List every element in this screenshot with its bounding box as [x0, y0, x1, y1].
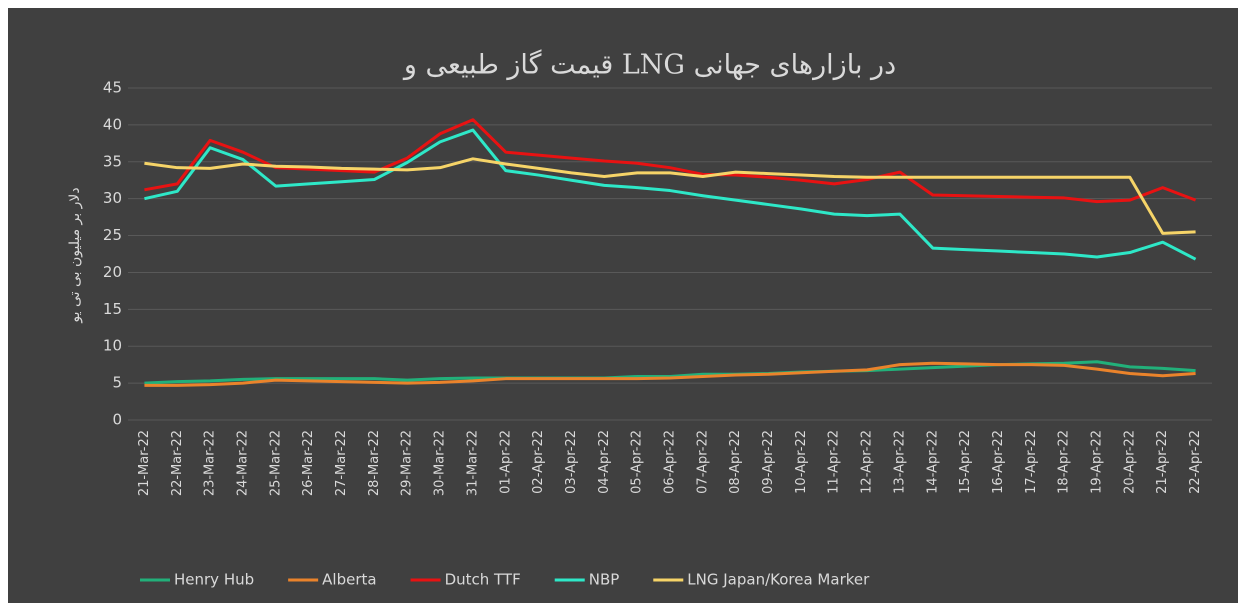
x-tick-label: 04-Apr-22	[597, 430, 612, 494]
chart-background	[8, 8, 1238, 603]
y-tick-label: 30	[103, 189, 122, 207]
series-line	[144, 157, 1196, 235]
x-tick-label: 24-Mar-22	[235, 430, 250, 496]
x-tick-label: 26-Mar-22	[301, 430, 316, 496]
x-tick-label: 15-Apr-22	[958, 430, 973, 494]
y-tick-label: 25	[103, 226, 122, 244]
series-line	[144, 361, 1196, 387]
y-axis-label: دلار بر میلیون بی تی یو	[67, 187, 83, 323]
y-tick-label: 5	[112, 374, 122, 392]
x-tick-label: 05-Apr-22	[630, 430, 645, 494]
x-tick-label: 21-Apr-22	[1155, 430, 1170, 494]
x-tick-label: 06-Apr-22	[663, 430, 678, 494]
x-tick-label: 02-Apr-22	[531, 430, 546, 494]
x-tick-label: 19-Apr-22	[1090, 430, 1105, 494]
x-tick-label: 21-Mar-22	[137, 430, 152, 496]
legend-label: Henry Hub	[174, 571, 254, 589]
x-tick-label: 22-Apr-22	[1188, 430, 1203, 494]
y-tick-label: 45	[103, 79, 122, 97]
x-tick-label: 17-Apr-22	[1024, 430, 1039, 494]
x-tick-label: 07-Apr-22	[695, 430, 710, 494]
x-tick-label: 10-Apr-22	[794, 430, 809, 494]
x-tick-label: 27-Mar-22	[334, 430, 349, 496]
x-tick-label: 18-Apr-22	[1057, 430, 1072, 494]
series-line	[144, 128, 1197, 261]
x-tick-label: 29-Mar-22	[400, 430, 415, 496]
x-tick-label: 30-Mar-22	[433, 430, 448, 496]
y-tick-label: 15	[103, 300, 122, 318]
y-tick-label: 10	[103, 337, 122, 355]
x-tick-label: 09-Apr-22	[761, 430, 776, 494]
x-tick-label: 01-Apr-22	[498, 430, 513, 494]
y-tick-label: 40	[103, 115, 122, 133]
x-tick-label: 22-Mar-22	[170, 430, 185, 496]
legend-label: Alberta	[322, 571, 376, 589]
x-tick-label: 11-Apr-22	[827, 430, 842, 494]
x-tick-label: 25-Mar-22	[268, 430, 283, 496]
x-tick-label: 03-Apr-22	[564, 430, 579, 494]
x-tick-label: 12-Apr-22	[860, 430, 875, 494]
y-tick-label: 0	[112, 411, 122, 429]
legend-label: LNG Japan/Korea Marker	[687, 571, 870, 589]
x-tick-label: 28-Mar-22	[367, 430, 382, 496]
legend-label: NBP	[589, 571, 620, 589]
x-tick-label: 31-Mar-22	[465, 430, 480, 496]
x-tick-label: 16-Apr-22	[991, 430, 1006, 494]
x-tick-label: 23-Mar-22	[203, 430, 218, 496]
chart-title: قیمت گاز طبیعی و LNG در بازارهای جهانی	[402, 49, 896, 81]
legend-label: Dutch TTF	[445, 571, 521, 589]
series-line	[144, 118, 1197, 204]
x-tick-label: 13-Apr-22	[892, 430, 907, 494]
x-tick-label: 20-Apr-22	[1122, 430, 1137, 494]
y-tick-label: 35	[103, 152, 122, 170]
x-tick-label: 08-Apr-22	[728, 430, 743, 494]
y-tick-label: 20	[103, 263, 122, 281]
x-tick-label: 14-Apr-22	[925, 430, 940, 494]
